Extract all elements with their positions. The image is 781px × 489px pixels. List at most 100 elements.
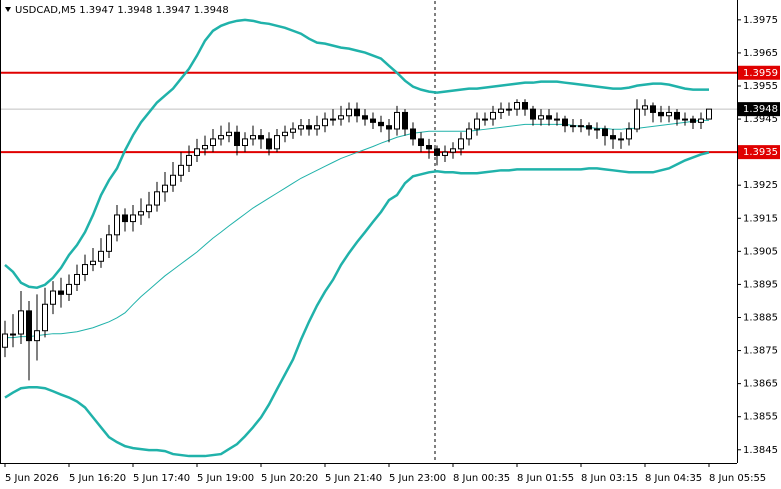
- candle-body: [490, 111, 496, 120]
- candle-body: [522, 102, 528, 110]
- chart-title: USDCAD,M5 1.3947 1.3948 1.3947 1.3948: [15, 5, 229, 16]
- candle-body: [90, 260, 96, 266]
- y-tick-label: 1.3915: [743, 213, 778, 224]
- candle-body: [330, 118, 336, 121]
- candle-body: [130, 214, 136, 223]
- candle-body: [682, 118, 688, 121]
- candle-body: [186, 154, 192, 166]
- x-tick-label: 8 Jun 05:55: [709, 473, 766, 484]
- candle-body: [610, 135, 616, 140]
- candle-body: [370, 118, 376, 123]
- candle-body: [122, 214, 128, 223]
- candle-body: [266, 138, 272, 150]
- candle-body: [18, 310, 24, 335]
- candle-body: [562, 118, 568, 127]
- candle-body: [706, 108, 712, 120]
- candle-body: [626, 128, 632, 140]
- candle-body: [202, 145, 208, 150]
- candle-body: [458, 138, 464, 150]
- candle-body: [178, 164, 184, 176]
- plot-layer: 1.3845 1.3855 1.3865 1.3875 1.3885 1.3895 1.39…: [0, 15, 778, 458]
- candle-body: [226, 131, 232, 137]
- candle-body: [474, 118, 480, 130]
- candle-body: [450, 148, 456, 153]
- candle-body: [594, 128, 600, 131]
- x-tick-label: 8 Jun 01:55: [517, 473, 574, 484]
- x-tick-label: 5 Jun 19:00: [197, 473, 254, 484]
- candle-body: [354, 108, 360, 117]
- price-label-box: [738, 102, 780, 117]
- candle-body: [602, 128, 608, 137]
- candle-body: [410, 128, 416, 140]
- candle-body: [442, 151, 448, 156]
- level-label: 1.3959: [743, 68, 778, 79]
- candle-body: [658, 111, 664, 117]
- symbol-menu-icon[interactable]: [5, 7, 11, 12]
- x-tick-label: 5 Jun 21:40: [325, 473, 382, 484]
- candle-body: [394, 111, 400, 130]
- candle-body: [298, 125, 304, 130]
- candle-body: [274, 135, 280, 150]
- candle-body: [618, 138, 624, 141]
- candle-body: [674, 111, 680, 120]
- x-tick-label: 8 Jun 00:35: [453, 473, 510, 484]
- candle-body: [162, 184, 168, 193]
- candle-body: [50, 290, 56, 305]
- x-tick-label: 5 Jun 2026: [5, 473, 59, 484]
- candle-body: [10, 333, 16, 336]
- x-tick-label: 5 Jun 16:20: [69, 473, 126, 484]
- candle-body: [138, 211, 144, 216]
- y-tick-label: 1.3875: [743, 346, 778, 357]
- candle-body: [306, 125, 312, 130]
- candle-body: [418, 138, 424, 147]
- candle-body: [378, 121, 384, 127]
- band-lower: [4, 151, 710, 458]
- candle-body: [82, 264, 88, 275]
- candle-body: [578, 125, 584, 128]
- candle-body: [2, 333, 8, 348]
- candle-body: [386, 125, 392, 130]
- candle-body: [498, 108, 504, 113]
- candle-body: [98, 250, 104, 262]
- level-label-box: [738, 65, 780, 80]
- candle-body: [250, 135, 256, 140]
- candle-body: [34, 330, 40, 342]
- y-tick-label: 1.3975: [743, 15, 778, 26]
- candle-body: [666, 111, 672, 117]
- level-label-box: [738, 145, 780, 160]
- candle-body: [362, 115, 368, 120]
- candle-body: [26, 310, 32, 342]
- candle-body: [194, 148, 200, 156]
- candle-body: [434, 148, 440, 156]
- candle-body: [234, 131, 240, 147]
- candle-body: [154, 191, 160, 206]
- band-upper: [4, 18, 709, 289]
- candle-body: [570, 125, 576, 128]
- candle-body: [66, 283, 72, 295]
- x-tick-label: 5 Jun 23:00: [389, 473, 446, 484]
- candle-body: [650, 105, 656, 113]
- candle-body: [538, 115, 544, 120]
- candle-body: [210, 138, 216, 147]
- candle-body: [290, 128, 296, 133]
- candle-body: [426, 145, 432, 150]
- candle-body: [114, 214, 120, 236]
- y-tick-label: 1.3885: [743, 312, 778, 323]
- x-tick-label: 8 Jun 03:15: [581, 473, 638, 484]
- y-tick-label: 1.3905: [743, 246, 778, 257]
- candle-body: [530, 108, 536, 120]
- y-tick-label: 1.3895: [743, 279, 778, 290]
- candle-body: [42, 303, 48, 332]
- candle-body: [546, 115, 552, 120]
- candle-body: [482, 118, 488, 121]
- candle-body: [314, 125, 320, 130]
- candle-body: [106, 234, 112, 252]
- candle-body: [170, 174, 176, 186]
- price-label: 1.3948: [743, 104, 778, 115]
- y-tick-label: 1.3865: [743, 379, 778, 390]
- x-tick-label: 5 Jun 20:20: [261, 473, 318, 484]
- level-label: 1.3935: [743, 147, 778, 158]
- candle-body: [466, 128, 472, 140]
- candle-body: [698, 118, 704, 123]
